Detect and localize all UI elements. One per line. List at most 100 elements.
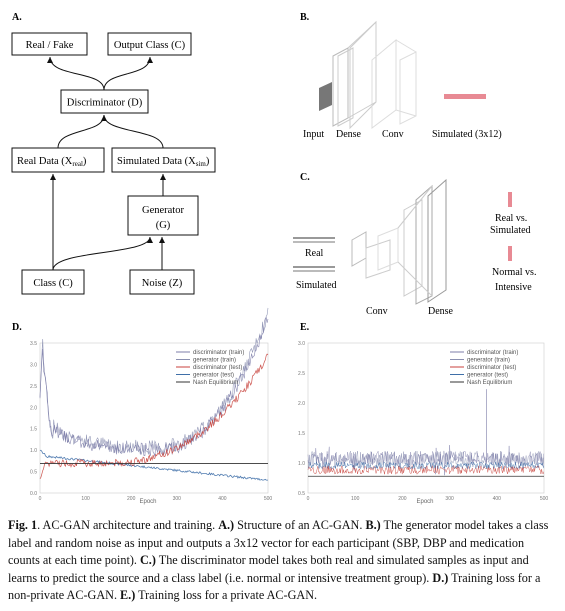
c-dense-label: Dense bbox=[428, 306, 454, 317]
panel-d: D. 3.5 3.0 2.5 2.0 1.5 1.0 0.5 0.0 0 100 200 300 40… bbox=[12, 307, 272, 505]
panel-e: E. 3.0 2.5 2.0 1.5 1.0 0.5 0 100 200 300 400 500 E… bbox=[298, 322, 548, 505]
d-ytick: 1.0 bbox=[30, 448, 37, 454]
generator-text-2: (G) bbox=[156, 220, 171, 231]
d-legend-entry: Nash Equilibrium bbox=[193, 380, 238, 386]
output-class-text: Output Class (C) bbox=[114, 40, 186, 51]
e-legend-entry: discriminator (train) bbox=[467, 350, 518, 356]
e-line-generator-train bbox=[307, 450, 545, 469]
e-ytick: 1.0 bbox=[298, 461, 305, 467]
e-line-discriminator-train bbox=[307, 445, 545, 476]
c-conv-layer-3 bbox=[377, 227, 399, 271]
d-xtick: 300 bbox=[173, 496, 182, 502]
c-output-2 bbox=[508, 246, 512, 261]
simulated-data-text: Simulated Data (Xsim) bbox=[117, 156, 210, 168]
caption-fig: Fig. 1 bbox=[8, 518, 38, 532]
d-ytick: 3.0 bbox=[30, 362, 37, 368]
arrow-d-to-realfake bbox=[47, 56, 105, 91]
class-text: Class (C) bbox=[33, 278, 73, 289]
c-line-2 bbox=[397, 261, 433, 297]
c-real-label: Real bbox=[305, 248, 324, 259]
c-output-1 bbox=[508, 192, 512, 207]
c-simulated-label: Simulated bbox=[296, 280, 337, 291]
e-legend-entry: generator (test) bbox=[467, 373, 508, 379]
d-xtick: 400 bbox=[218, 496, 227, 502]
generator-text-1: Generator bbox=[142, 205, 184, 216]
caption-b-text: The generator model takes a class label … bbox=[8, 518, 549, 568]
output-class-box bbox=[107, 32, 192, 56]
b-simulated-label: Simulated (3x12) bbox=[432, 129, 502, 140]
panel-a: A. Real / Fake Output Class (C) Discrimi… bbox=[11, 12, 216, 295]
caption-a-label: A.) bbox=[218, 518, 235, 532]
e-ytick: 3.0 bbox=[298, 341, 305, 347]
real-fake-box bbox=[11, 32, 88, 56]
e-xtick: 300 bbox=[445, 496, 454, 502]
panel-b-label: B. bbox=[300, 12, 310, 23]
arrow-sim-to-d bbox=[103, 114, 164, 149]
e-ytick: 0.5 bbox=[298, 491, 305, 497]
real-data-text: Real Data (Xreal) bbox=[17, 156, 87, 168]
e-ytick: 1.5 bbox=[298, 431, 305, 437]
caption-d-text: Training loss for a non-private AC-GAN. bbox=[8, 570, 541, 603]
e-line-discriminator-test bbox=[307, 464, 545, 475]
b-line-3 bbox=[395, 39, 417, 53]
e-xtick: 0 bbox=[307, 496, 310, 502]
d-xlabel: Epoch bbox=[139, 499, 156, 505]
d-plot-area bbox=[39, 342, 269, 494]
e-legend-entry: Nash Equilibrium bbox=[467, 380, 512, 386]
discriminator-text: Discriminator (D) bbox=[67, 98, 143, 109]
d-line-discriminator-train bbox=[39, 316, 269, 457]
d-line-discriminator-test bbox=[39, 353, 269, 479]
e-series bbox=[307, 389, 545, 477]
d-series bbox=[39, 307, 269, 481]
e-xlabel: Epoch bbox=[416, 499, 433, 505]
arrow-d-to-outputclass bbox=[103, 56, 153, 91]
e-yticks: 3.0 2.5 2.0 1.5 1.0 0.5 bbox=[298, 341, 305, 497]
b-dense-label: Dense bbox=[336, 129, 362, 140]
arrow-real-to-d bbox=[57, 114, 107, 149]
c-out2-label-1: Normal vs. bbox=[492, 267, 536, 278]
b-input-label: Input bbox=[303, 129, 324, 140]
b-output-bar bbox=[444, 94, 486, 99]
figure-canvas: A. Real / Fake Output Class (C) Discrimi… bbox=[11, 12, 548, 505]
c-sim-bar-2 bbox=[293, 270, 335, 272]
arrow-class-to-gen bbox=[52, 236, 153, 271]
c-conv-layer-4 bbox=[403, 199, 423, 297]
figure-caption: Fig. 1. AC-GAN architecture and training… bbox=[8, 517, 558, 605]
e-legend: discriminator (train) generator (train)di… bbox=[450, 350, 518, 386]
d-ytick: 0.0 bbox=[30, 491, 37, 497]
e-legend-entry: generator (train) bbox=[467, 358, 510, 364]
c-sim-bar-1 bbox=[293, 266, 335, 268]
caption-d-label: D.) bbox=[432, 570, 449, 585]
panel-a-label: A. bbox=[12, 12, 22, 23]
caption-c-text: The discriminator model takes both real … bbox=[8, 553, 529, 585]
d-legend-entry: discriminator (train) bbox=[193, 350, 244, 356]
d-legend-entry: discriminator (test) bbox=[193, 365, 242, 371]
e-xticks: 0 100 200 300 400 500 bbox=[307, 496, 549, 502]
panel-e-label: E. bbox=[300, 322, 310, 333]
e-xtick: 200 bbox=[398, 496, 407, 502]
e-xtick: 400 bbox=[493, 496, 502, 502]
e-xtick: 100 bbox=[351, 496, 360, 502]
c-out1-label-1: Real vs. bbox=[495, 213, 527, 224]
b-input-layer bbox=[319, 82, 332, 111]
d-yticks: 3.5 3.0 2.5 2.0 1.5 1.0 0.5 0.0 bbox=[30, 341, 37, 497]
caption-e-label: E.) bbox=[120, 588, 136, 603]
d-line-generator-test bbox=[39, 449, 268, 481]
d-legend: discriminator (train) generator (train)di… bbox=[176, 350, 244, 386]
d-legend-entry: generator (test) bbox=[193, 373, 234, 379]
d-xtick: 200 bbox=[127, 496, 136, 502]
c-real-bar-2 bbox=[293, 241, 335, 243]
noise-text: Noise (Z) bbox=[142, 278, 183, 289]
d-ytick: 2.5 bbox=[30, 384, 37, 390]
d-xtick: 0 bbox=[39, 496, 42, 502]
c-conv-layer-2 bbox=[365, 239, 391, 279]
d-legend-entry: generator (train) bbox=[193, 358, 236, 364]
c-real-bar-1 bbox=[293, 237, 335, 239]
b-line-1 bbox=[347, 21, 377, 49]
caption-b-label: B.) bbox=[365, 518, 381, 532]
caption-e-text: Training loss for a private AC-GAN. bbox=[135, 588, 318, 603]
d-xtick: 100 bbox=[81, 496, 90, 502]
panel-c: C. Real Simulated Real vs. Simulated Nor… bbox=[293, 172, 536, 317]
c-dense-layer-2 bbox=[427, 178, 447, 303]
c-out1-label-2: Simulated bbox=[490, 225, 531, 236]
